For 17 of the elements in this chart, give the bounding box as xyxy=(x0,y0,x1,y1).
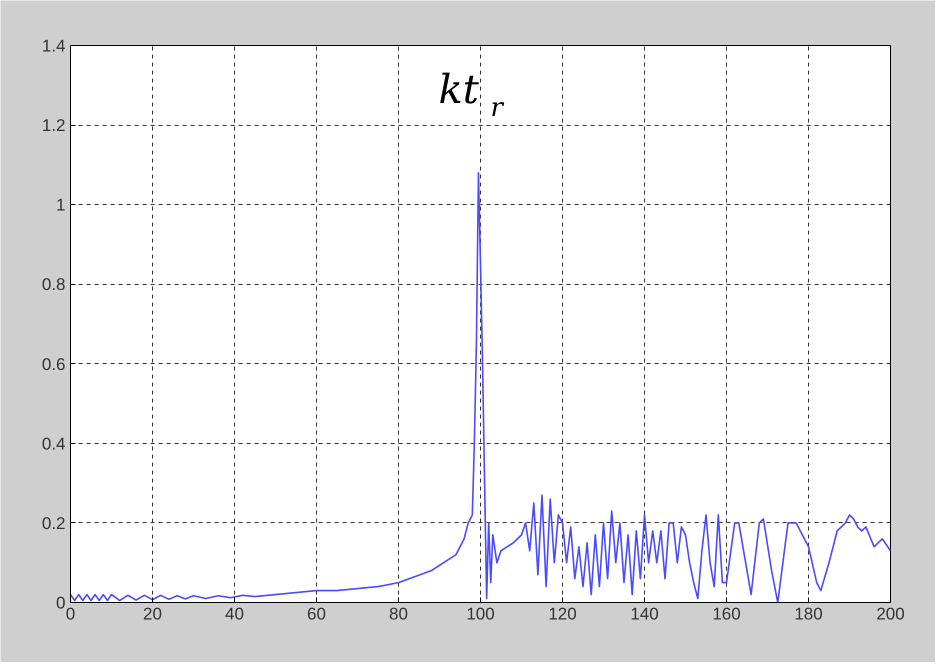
x-tick-label: 40 xyxy=(225,604,244,624)
y-tick-label: 1 xyxy=(56,196,66,215)
y-tick-label: 0.8 xyxy=(42,275,66,294)
y-tick-label: 1.4 xyxy=(42,36,66,56)
x-tick-label: 200 xyxy=(876,604,905,624)
y-tick-label: 1.2 xyxy=(42,116,66,136)
x-tick-label: 180 xyxy=(794,604,823,624)
x-tick-label: 120 xyxy=(548,604,577,624)
x-tick-label: 100 xyxy=(466,604,495,624)
y-tick-label: 0.4 xyxy=(42,434,66,454)
y-tick-label: 0.2 xyxy=(42,514,66,533)
x-tick-label: 140 xyxy=(630,604,659,624)
x-tick-label: 20 xyxy=(143,604,162,624)
y-tick-label: 0.6 xyxy=(42,354,66,374)
x-tick-label: 160 xyxy=(712,604,741,624)
x-tick-label: 80 xyxy=(389,604,408,624)
x-tick-label: 60 xyxy=(307,604,326,624)
